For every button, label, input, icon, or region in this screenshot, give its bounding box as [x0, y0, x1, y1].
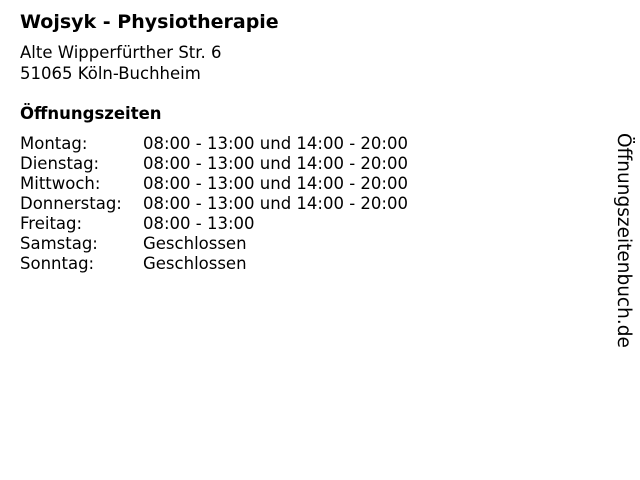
day-label: Dienstag: — [20, 154, 100, 173]
day-label: Sonntag: — [20, 254, 95, 273]
opening-hours-heading: Öffnungszeiten — [20, 104, 162, 123]
day-label: Samstag: — [20, 234, 98, 253]
day-label: Mittwoch: — [20, 174, 101, 193]
hours-value: 08:00 - 13:00 und 14:00 - 20:00 — [143, 174, 408, 193]
address-street: Alte Wipperfürther Str. 6 — [20, 43, 222, 62]
day-label: Montag: — [20, 134, 88, 153]
hours-value: 08:00 - 13:00 — [143, 214, 255, 233]
hours-value: 08:00 - 13:00 und 14:00 - 20:00 — [143, 134, 408, 153]
hours-value: Geschlossen — [143, 254, 247, 273]
address-city: 51065 Köln-Buchheim — [20, 64, 201, 83]
hours-value: 08:00 - 13:00 und 14:00 - 20:00 — [143, 154, 408, 173]
business-name: Wojsyk - Physiotherapie — [20, 11, 279, 33]
watermark-text: Öffnungszeitenbuch.de — [613, 133, 634, 348]
day-label: Donnerstag: — [20, 194, 122, 213]
hours-value: Geschlossen — [143, 234, 247, 253]
hours-value: 08:00 - 13:00 und 14:00 - 20:00 — [143, 194, 408, 213]
day-label: Freitag: — [20, 214, 83, 233]
